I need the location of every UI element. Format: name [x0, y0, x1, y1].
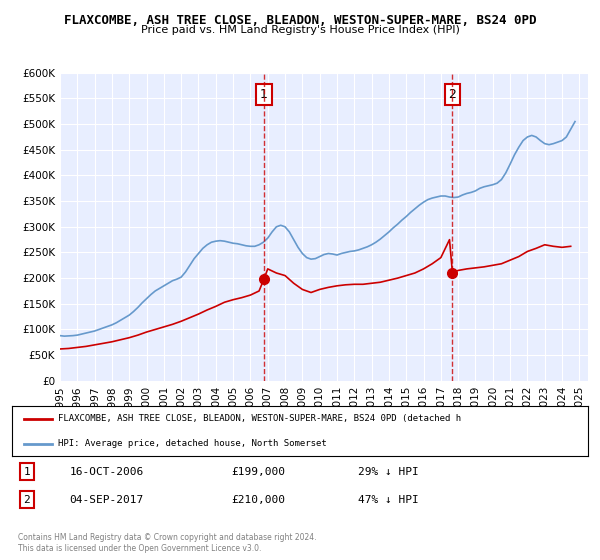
Text: 29% ↓ HPI: 29% ↓ HPI	[358, 467, 418, 477]
Text: 2: 2	[23, 495, 30, 505]
Text: Price paid vs. HM Land Registry's House Price Index (HPI): Price paid vs. HM Land Registry's House …	[140, 25, 460, 35]
Text: 04-SEP-2017: 04-SEP-2017	[70, 495, 144, 505]
Text: Contains HM Land Registry data © Crown copyright and database right 2024.: Contains HM Land Registry data © Crown c…	[18, 533, 317, 542]
Text: 47% ↓ HPI: 47% ↓ HPI	[358, 495, 418, 505]
Text: 16-OCT-2006: 16-OCT-2006	[70, 467, 144, 477]
Text: This data is licensed under the Open Government Licence v3.0.: This data is licensed under the Open Gov…	[18, 544, 262, 553]
Text: HPI: Average price, detached house, North Somerset: HPI: Average price, detached house, Nort…	[58, 439, 327, 449]
Text: 1: 1	[23, 467, 30, 477]
Text: £199,000: £199,000	[231, 467, 285, 477]
Text: FLAXCOMBE, ASH TREE CLOSE, BLEADON, WESTON-SUPER-MARE, BS24 0PD: FLAXCOMBE, ASH TREE CLOSE, BLEADON, WEST…	[64, 14, 536, 27]
Text: £210,000: £210,000	[231, 495, 285, 505]
Text: 2: 2	[449, 88, 457, 101]
Text: FLAXCOMBE, ASH TREE CLOSE, BLEADON, WESTON-SUPER-MARE, BS24 0PD (detached h: FLAXCOMBE, ASH TREE CLOSE, BLEADON, WEST…	[58, 414, 461, 423]
Text: 1: 1	[260, 88, 268, 101]
